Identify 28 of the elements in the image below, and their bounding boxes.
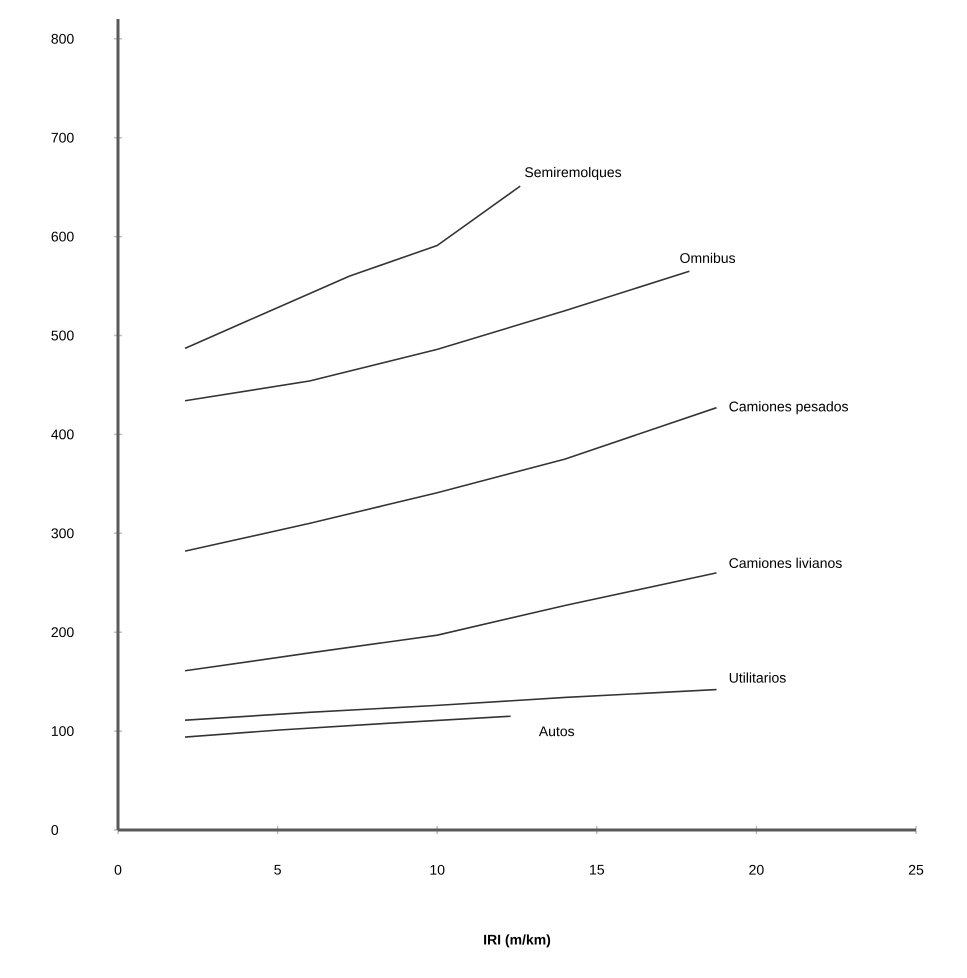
y-tick-label: 300 xyxy=(51,528,74,538)
line-series xyxy=(184,185,521,350)
y-tick-label: 700 xyxy=(52,132,74,143)
x-tick-label: 15 xyxy=(590,864,604,875)
x-tick-label: 25 xyxy=(908,864,924,875)
series-label: Semiremolques xyxy=(525,166,622,180)
y-tick-label: 600 xyxy=(52,232,74,242)
line-series xyxy=(184,572,718,672)
series-label: Camiones pesados xyxy=(729,401,848,414)
y-tick-label: 0 xyxy=(51,825,58,835)
x-axis-title: IRI (m/km) xyxy=(484,934,550,948)
x-tick-label: 5 xyxy=(274,864,281,875)
y-tick-label: 500 xyxy=(51,330,74,340)
y-tick-label: 800 xyxy=(51,34,74,44)
series-label: Omnibus xyxy=(680,252,736,264)
line-series xyxy=(184,270,690,402)
line-series xyxy=(184,688,718,722)
line-series xyxy=(184,406,718,552)
y-tick-label: 100 xyxy=(52,726,74,736)
text: Autos xyxy=(538,726,574,736)
x-tick-label: 20 xyxy=(749,864,764,875)
line-series xyxy=(184,715,512,738)
series-label: Camiones livianos xyxy=(729,558,842,568)
x-tick-label: 10 xyxy=(430,864,444,875)
series-label: Utilitarios xyxy=(730,672,786,683)
y-tick-label: 200 xyxy=(52,627,74,638)
x-tick-label: 0 xyxy=(114,864,122,875)
y-tick-label: 400 xyxy=(51,429,74,440)
